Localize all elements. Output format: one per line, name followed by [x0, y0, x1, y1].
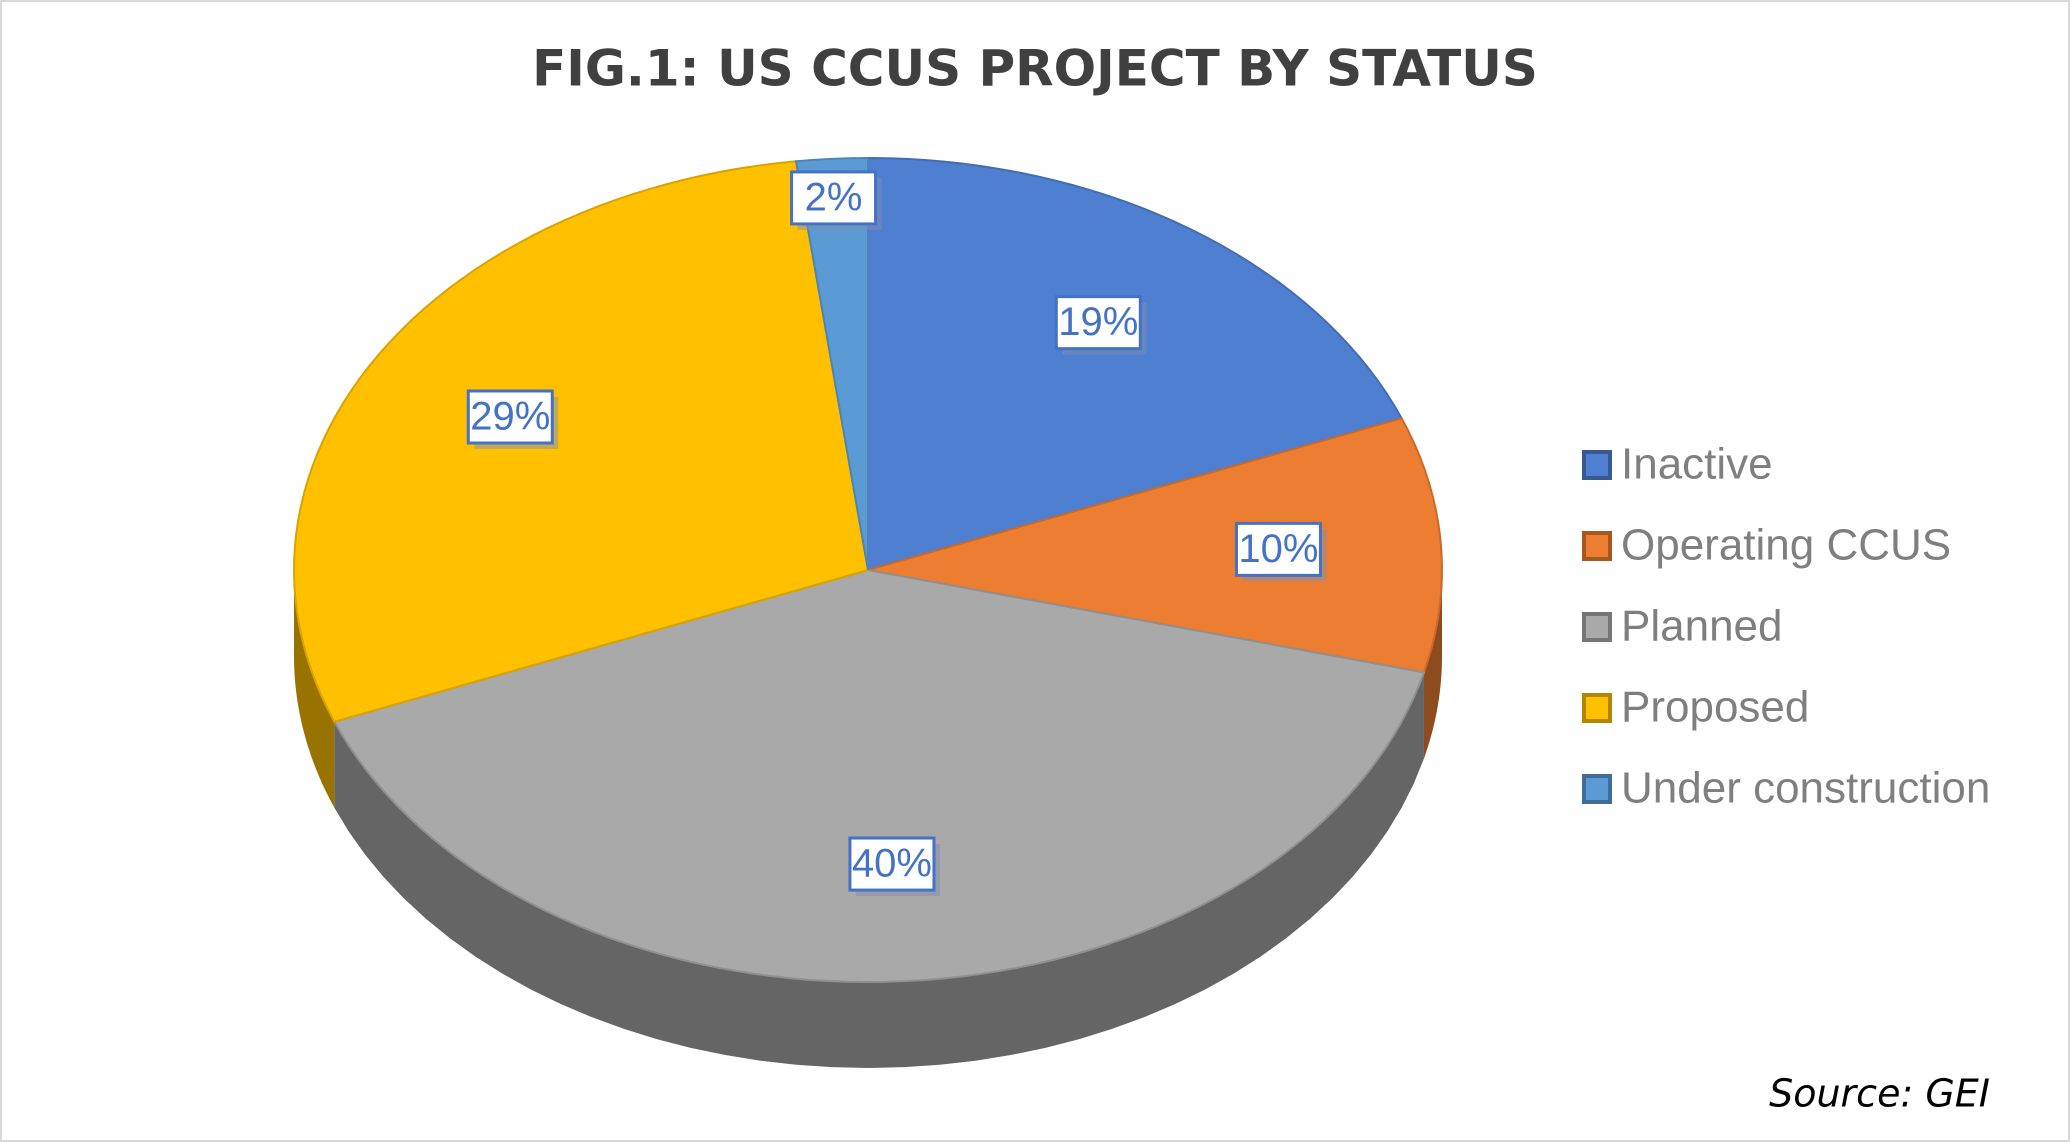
legend-swatch [1582, 774, 1612, 804]
label-box [848, 836, 936, 892]
source-note: Source: GEI [1769, 1072, 1990, 1116]
data-label: 10% [1238, 527, 1318, 571]
legend-label: Inactive [1621, 440, 1773, 489]
data-label: 2% [805, 175, 863, 219]
legend-swatch [1582, 693, 1612, 723]
legend-label: Proposed [1621, 683, 1809, 732]
data-label: 19% [1058, 300, 1138, 344]
label-box [790, 170, 878, 226]
legend-label: Operating CCUS [1621, 521, 1951, 570]
pie-slice [794, 156, 869, 571]
pie-slice [867, 417, 1443, 674]
label-box [466, 389, 554, 445]
legend-swatch [1582, 450, 1612, 480]
legend-label: Under construction [1621, 764, 1990, 813]
pie-slice [293, 160, 870, 723]
data-label: 29% [470, 395, 550, 439]
pie-slice [332, 568, 1426, 983]
slice-side [334, 672, 1424, 1068]
legend-swatch [1582, 612, 1612, 642]
slice-side [294, 570, 335, 808]
label-box [1054, 295, 1142, 351]
slice-side [1423, 570, 1442, 759]
data-label: 40% [852, 842, 932, 886]
pie-slice [867, 156, 1404, 572]
legend-swatch [1582, 531, 1612, 561]
chart-title: FIG.1: US CCUS PROJECT BY STATUS [532, 40, 1538, 98]
label-box [1234, 521, 1322, 577]
legend-label: Planned [1621, 602, 1782, 651]
